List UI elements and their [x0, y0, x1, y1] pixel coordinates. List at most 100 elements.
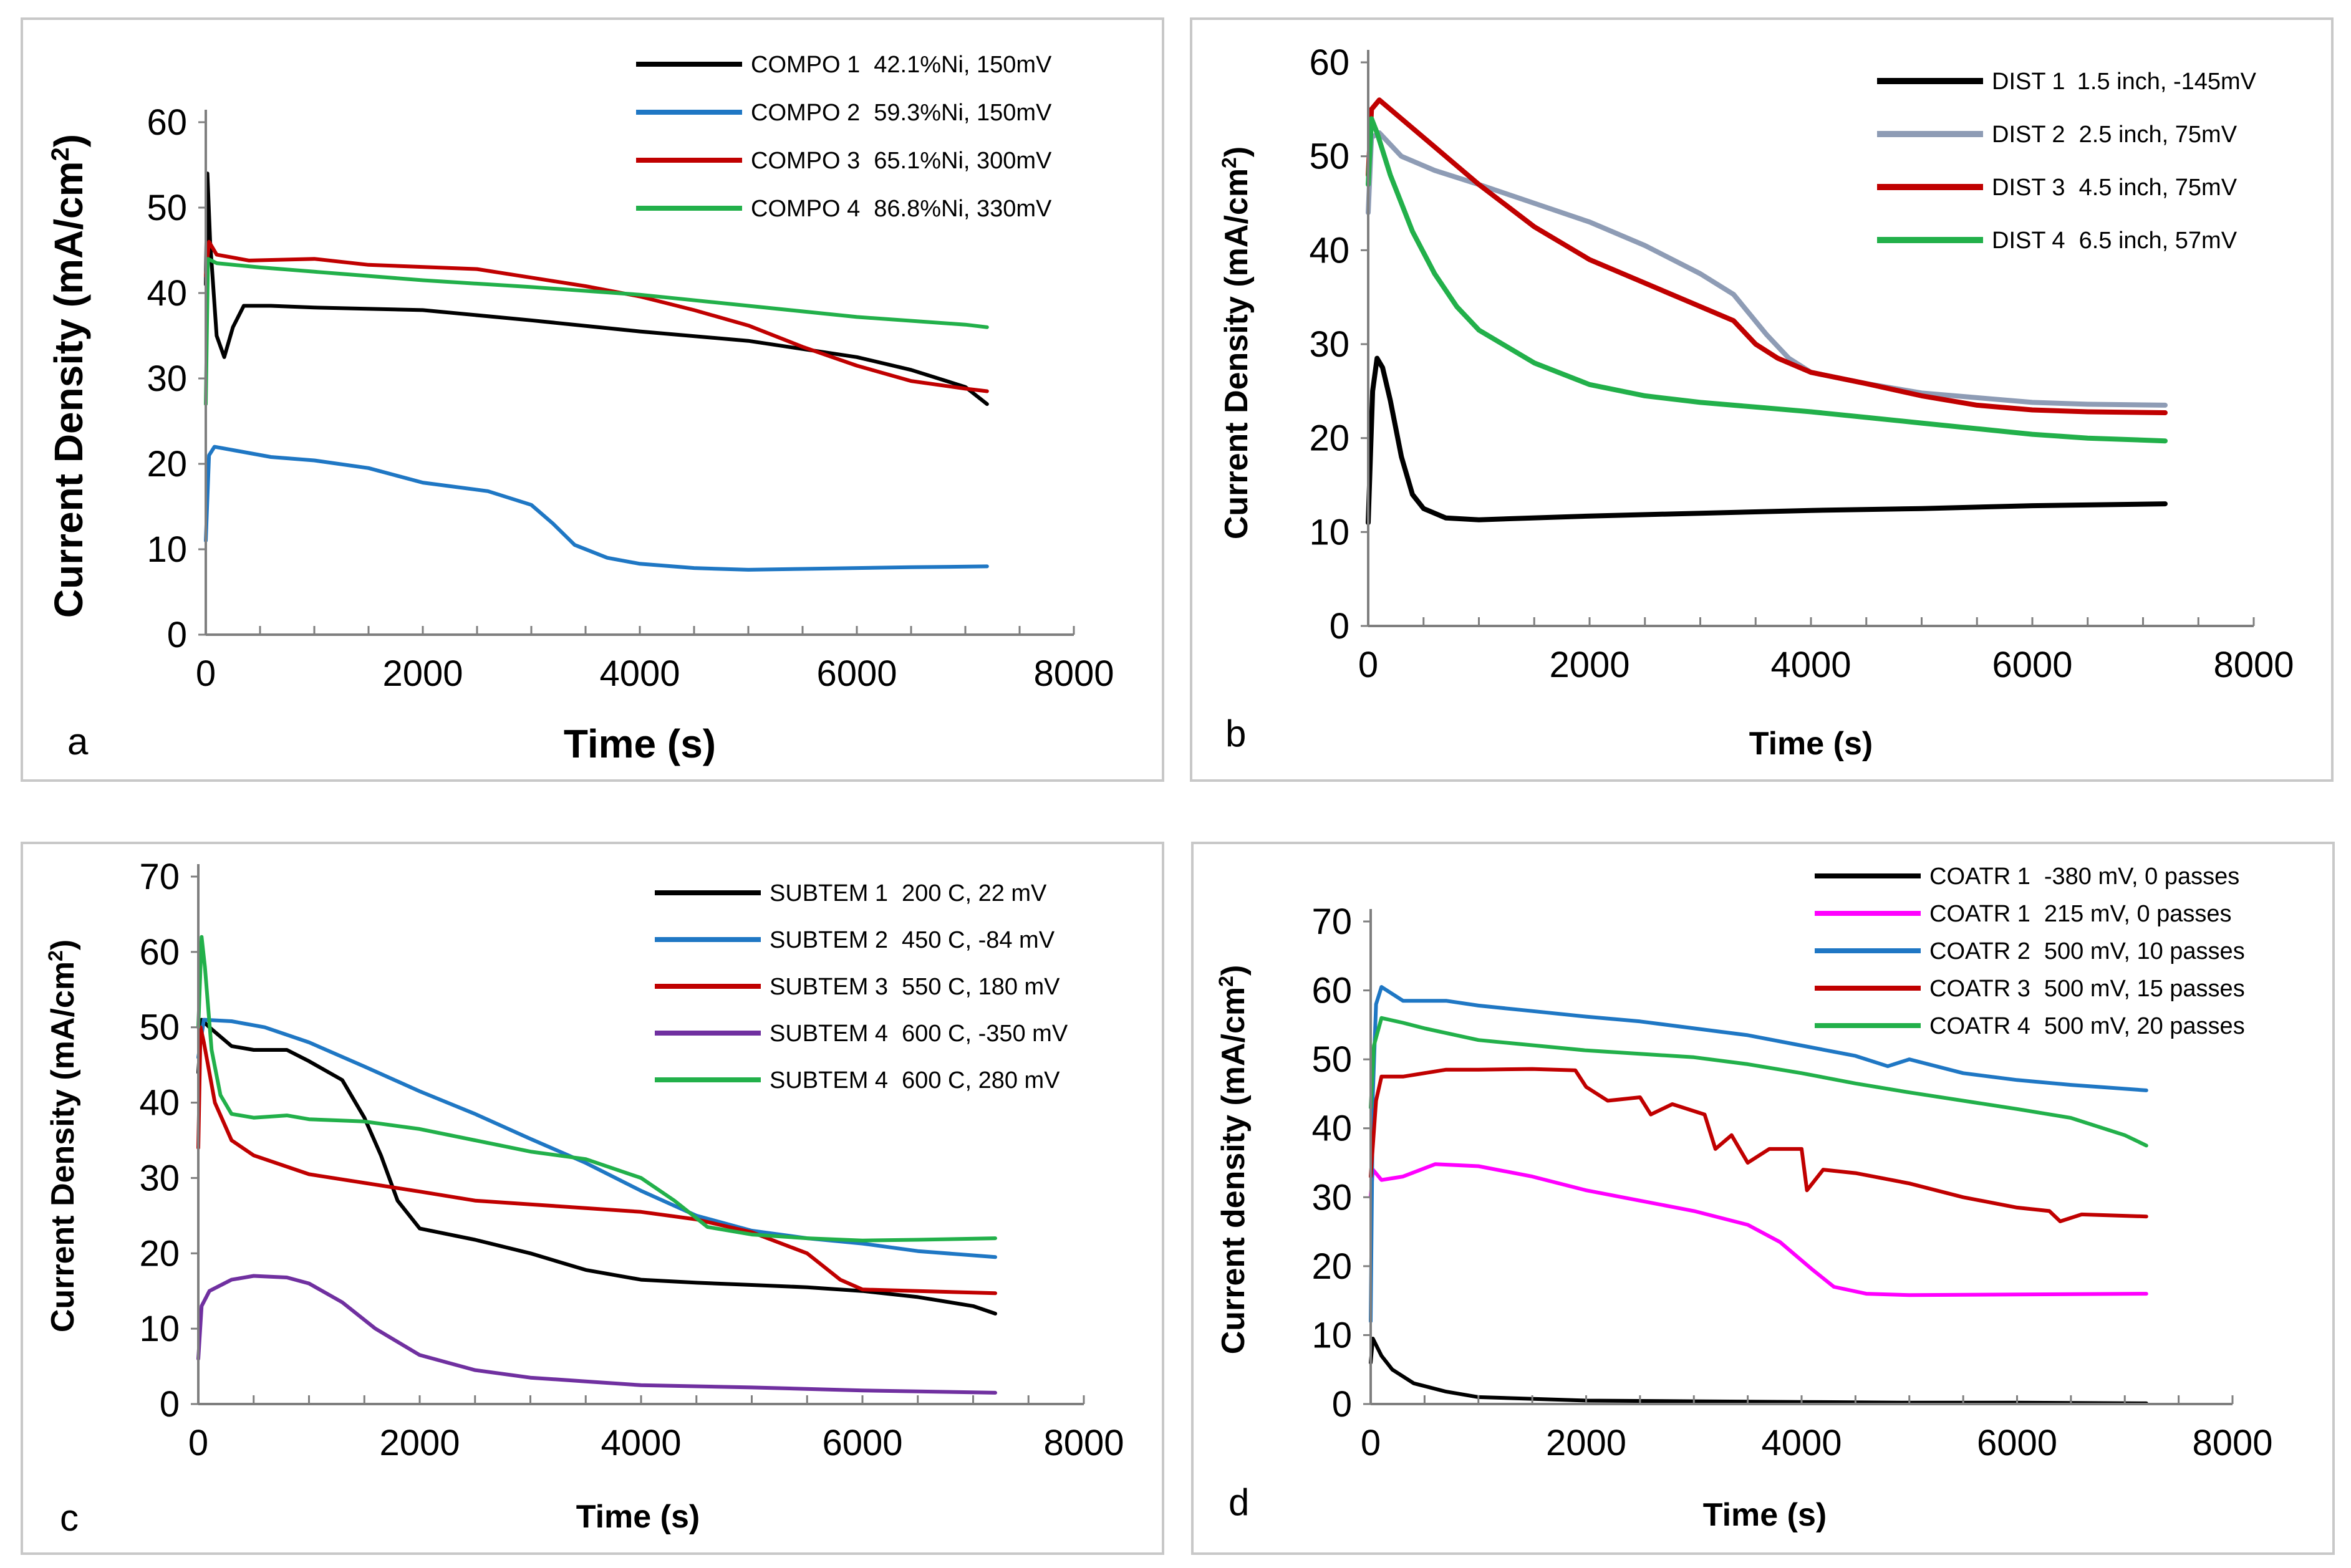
panel-a-legend-label-3: COMPO 3 65.1%Ni, 300mV	[751, 148, 1052, 174]
panel-b-y-tick-label: 0	[1330, 606, 1349, 647]
panel-b-x-tick-label: 8000	[2213, 645, 2294, 685]
panel-c-x-axis-title: Time (s)	[576, 1499, 700, 1535]
panel-c-y-tick-label: 60	[139, 932, 180, 973]
legend-series-name: DIST 4	[1992, 228, 2065, 254]
panel-a-y-tick-label: 20	[147, 444, 187, 484]
panel-c-legend-label-3: SUBTEM 3 550 C, 180 mV	[770, 974, 1060, 1000]
panel-c-y-tick-label: 20	[139, 1233, 180, 1274]
panel-c-series-5	[196, 935, 997, 1243]
panel-a-series-2	[204, 445, 989, 572]
panel-a-x-tick-label: 4000	[599, 653, 680, 694]
panel-a-legend-label-4: COMPO 4 86.8%Ni, 330mV	[751, 196, 1052, 222]
panel-b-y-tick-label: 60	[1309, 42, 1349, 83]
panel-b-y-title-sup: 2	[1218, 157, 1240, 168]
legend-series-desc: 600 C, -350 mV	[902, 1021, 1068, 1047]
panel-d-x-tick-label: 8000	[2192, 1423, 2272, 1463]
legend-series-desc: 42.1%Ni, 150mV	[874, 52, 1052, 78]
panel-c-series-1	[196, 1017, 997, 1315]
panel-b-x-ticks: 0 2000 4000 6000 8000	[1358, 617, 2294, 685]
panel-a-y-axis-title: Current Density (mA/cm2)	[46, 134, 91, 618]
legend-series-name: COATR 4	[1929, 1013, 2030, 1039]
panel-b-y-tick-label: 20	[1309, 418, 1349, 459]
panel-b-series-1	[1366, 355, 2168, 526]
legend-series-desc: 600 C, 280 mV	[902, 1067, 1060, 1094]
legend-series-desc: 59.3%Ni, 150mV	[874, 100, 1052, 126]
legend-series-name: COATR 3	[1929, 976, 2030, 1002]
panel-d-legend-label-4: COATR 3 500 mV, 15 passes	[1929, 976, 2245, 1002]
panel-b-legend-label-4: DIST 4 6.5 inch, 57mV	[1992, 228, 2238, 254]
panel-d-legend-label-2: COATR 1 215 mV, 0 passes	[1929, 901, 2232, 927]
panel-b-series-layer	[1366, 97, 2168, 526]
panel-a-x-tick-label: 8000	[1033, 653, 1114, 694]
panel-d: 0 2000 4000 6000 8000 0 10 20 30 40 50 60 70 Time (…	[1191, 842, 2335, 1555]
panel-a-y-tick-label: 60	[147, 102, 187, 143]
legend-series-desc: 500 mV, 15 passes	[2044, 976, 2245, 1002]
panel-c-legend: SUBTEM 1 200 C, 22 mV SUBTEM 2 450 C, -84 m…	[655, 880, 1068, 1094]
legend-series-name: COATR 1	[1929, 863, 2030, 890]
legend-series-desc: -380 mV, 0 passes	[2044, 863, 2239, 890]
legend-series-name: SUBTEM 3	[770, 974, 888, 1000]
panel-c-y-tick-label: 10	[139, 1309, 180, 1349]
legend-series-name: COMPO 4	[751, 196, 860, 222]
legend-series-desc: 450 C, -84 mV	[902, 927, 1055, 953]
legend-series-desc: 200 C, 22 mV	[902, 880, 1047, 907]
legend-series-name: COMPO 1	[751, 52, 860, 78]
panel-d-y-title-end: )	[1215, 965, 1252, 976]
legend-series-name: SUBTEM 4	[770, 1021, 888, 1047]
panel-c-y-tick-label: 0	[160, 1384, 180, 1425]
panel-c-y-tick-label: 70	[139, 857, 180, 897]
legend-series-name: COATR 2	[1929, 938, 2030, 964]
panel-d-x-tick-label: 4000	[1761, 1423, 1842, 1463]
legend-series-desc: 215 mV, 0 passes	[2044, 901, 2232, 927]
panel-d-y-title-sup: 2	[1215, 976, 1237, 987]
panel-b: 0 2000 4000 6000 8000 0 10 20 30 40 50 60 Time (s)…	[1190, 17, 2334, 782]
panel-d-frame	[1191, 842, 2335, 1555]
panel-b-y-tick-label: 30	[1309, 324, 1349, 365]
panel-d-y-tick-label: 70	[1311, 902, 1352, 942]
legend-series-name: COMPO 2	[751, 100, 860, 126]
panel-d-label: d	[1229, 1481, 1249, 1523]
panel-d-x-tick-label: 6000	[1977, 1423, 2057, 1463]
panel-c-y-ticks: 0 10 20 30 40 50 60 70	[139, 857, 200, 1425]
panel-b-x-tick-label: 6000	[1992, 645, 2072, 685]
panel-b-x-tick-label: 0	[1358, 645, 1378, 685]
panel-c-x-ticks: 0 2000 4000 6000 8000	[188, 1395, 1124, 1463]
panel-b-x-axis-title: Time (s)	[1749, 726, 1873, 762]
panel-d-series-4	[1369, 1067, 2148, 1223]
panel-a-x-tick-label: 6000	[816, 653, 897, 694]
panel-b-y-title-end: )	[1219, 147, 1255, 157]
legend-series-name: COMPO 3	[751, 148, 860, 174]
panel-d-y-tick-label: 10	[1311, 1315, 1352, 1355]
panel-c-x-tick-label: 0	[188, 1423, 208, 1463]
panel-c: 0 2000 4000 6000 8000 0 10 20 30 40 50 60 70 Time (…	[21, 842, 1164, 1555]
legend-series-name: DIST 3	[1992, 175, 2065, 201]
panel-c-y-tick-label: 40	[139, 1083, 180, 1123]
panel-c-x-tick-label: 8000	[1043, 1423, 1124, 1463]
panel-d-y-tick-label: 50	[1311, 1039, 1352, 1080]
legend-series-name: DIST 1	[1992, 69, 2064, 95]
panel-a-series-4	[204, 257, 989, 406]
legend-series-name: DIST 2	[1992, 122, 2065, 148]
legend-series-desc: 1.5 inch, -145mV	[2077, 69, 2257, 95]
panel-a-legend-label-1: COMPO 1 42.1%Ni, 150mV	[751, 52, 1052, 78]
panel-a-x-tick-label: 0	[196, 653, 216, 694]
legend-series-name: SUBTEM 2	[770, 927, 888, 953]
legend-series-name: COATR 1	[1929, 901, 2030, 927]
panel-a-x-ticks: 0 2000 4000 6000 8000	[196, 626, 1114, 694]
panel-b-legend-label-3: DIST 3 4.5 inch, 75mV	[1992, 175, 2238, 201]
panel-a-series-layer	[204, 171, 989, 572]
panel-b-y-axis-title: Current Density (mA/cm2)	[1218, 147, 1255, 539]
legend-series-desc: 550 C, 180 mV	[902, 974, 1060, 1000]
legend-series-desc: 86.8%Ni, 330mV	[874, 196, 1052, 222]
panel-a-x-axis-title: Time (s)	[564, 721, 716, 766]
panel-d-series-5	[1369, 1016, 2148, 1148]
panel-d-x-axis-title: Time (s)	[1703, 1497, 1827, 1533]
panel-c-series-layer	[196, 935, 997, 1395]
legend-series-desc: 500 mV, 10 passes	[2044, 938, 2245, 964]
panel-a-label: a	[67, 721, 89, 762]
panel-c-y-title-end: )	[45, 940, 81, 950]
panel-d-series-3	[1369, 985, 2148, 1324]
panel-d-x-tick-label: 2000	[1546, 1423, 1626, 1463]
panel-c-x-tick-label: 4000	[601, 1423, 681, 1463]
